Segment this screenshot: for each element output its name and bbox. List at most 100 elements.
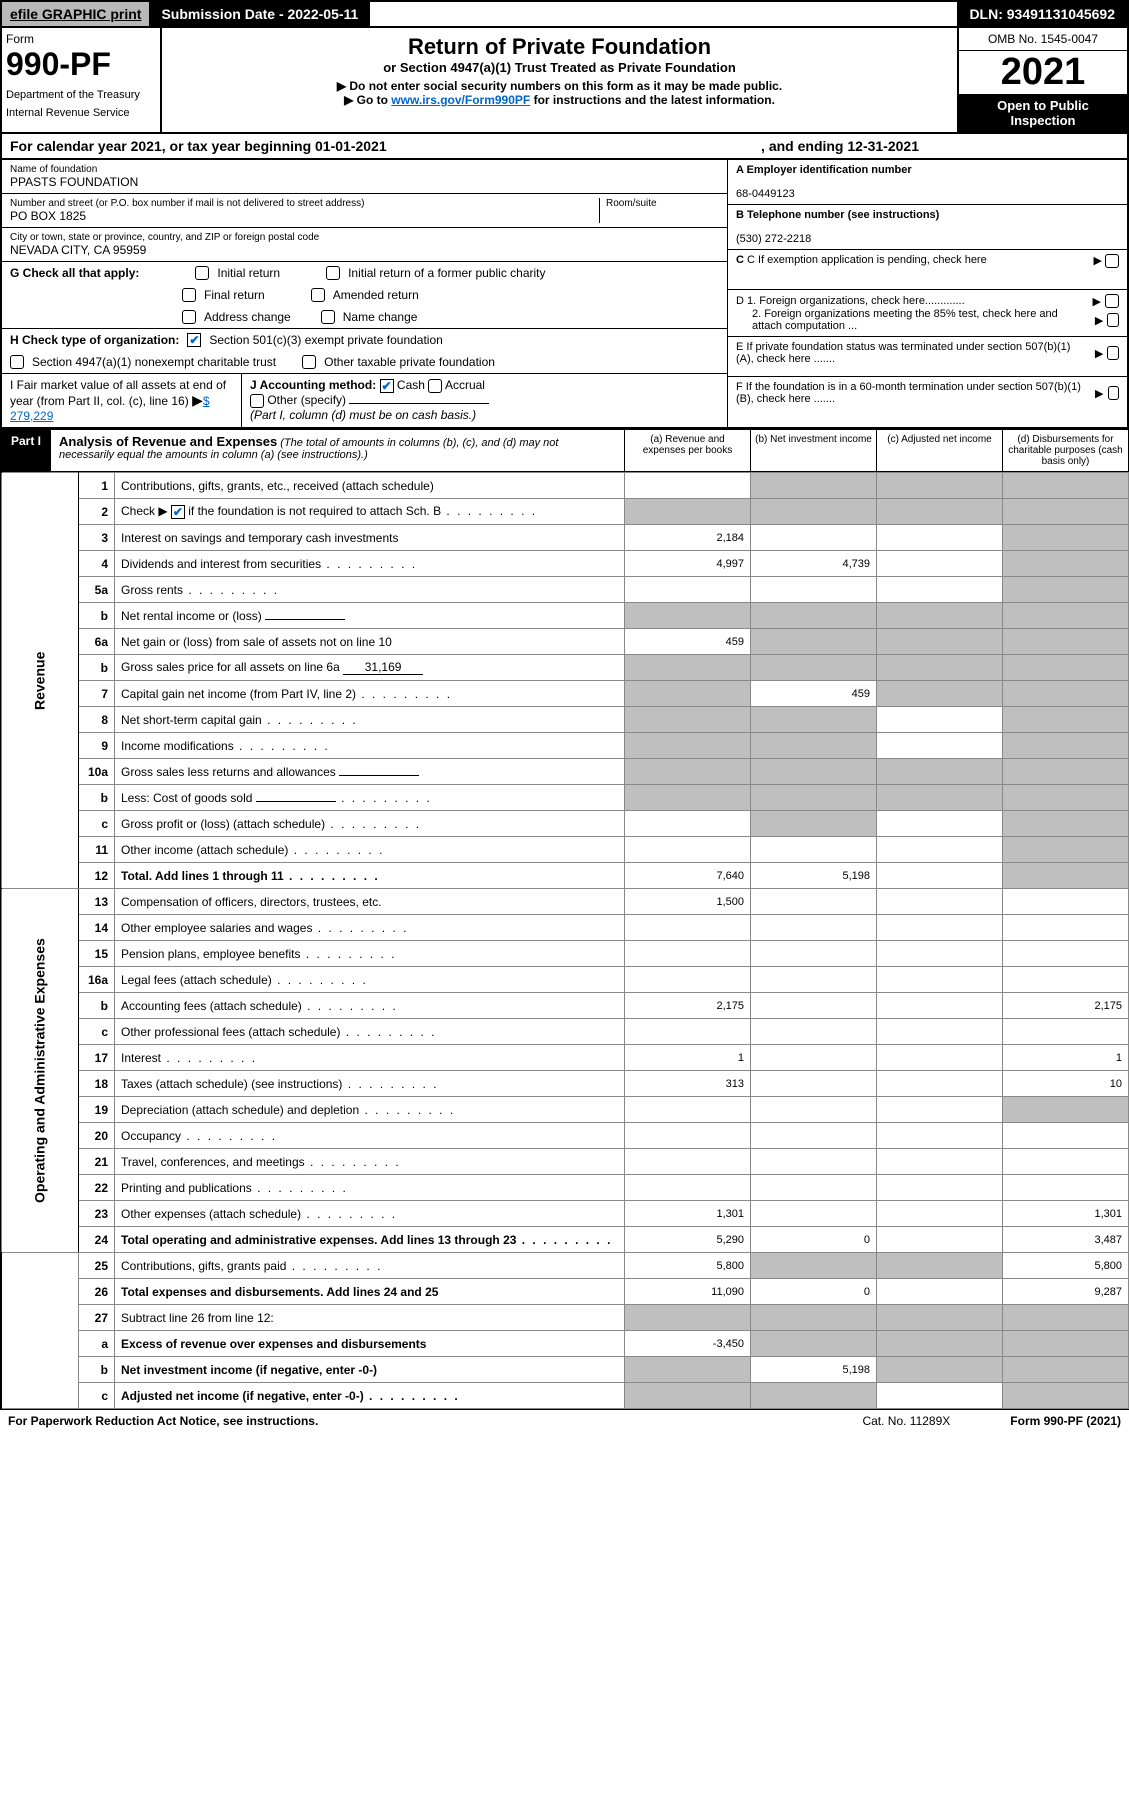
ein-cell: A Employer identification number 68-0449… <box>728 160 1127 205</box>
table-row: 15Pension plans, employee benefits <box>1 941 1129 967</box>
form-ref: Form 990-PF (2021) <box>1010 1414 1121 1428</box>
instr-1: ▶ Do not enter social security numbers o… <box>168 79 951 93</box>
cb-d2[interactable] <box>1107 313 1119 327</box>
city-cell: City or town, state or province, country… <box>2 228 727 262</box>
efile-link[interactable]: efile GRAPHIC print <box>2 2 149 26</box>
g-row2: Final return Amended return <box>2 284 727 306</box>
cb-other-tax[interactable] <box>302 355 316 369</box>
cb-amended[interactable] <box>311 288 325 302</box>
open-to-public: Open to Public Inspection <box>959 94 1127 132</box>
irs: Internal Revenue Service <box>6 107 156 119</box>
col-a: (a) Revenue and expenses per books <box>624 430 750 471</box>
header-mid: Return of Private Foundation or Section … <box>162 28 957 132</box>
ij-row: I Fair market value of all assets at end… <box>2 374 727 427</box>
form-title: Return of Private Foundation <box>168 34 951 60</box>
side-expenses: Operating and Administrative Expenses <box>1 889 79 1253</box>
form-header: Form 990-PF Department of the Treasury I… <box>0 28 1129 134</box>
top-bar: efile GRAPHIC print Submission Date - 20… <box>0 0 1129 28</box>
cb-final[interactable] <box>182 288 196 302</box>
col-c: (c) Adjusted net income <box>876 430 1002 471</box>
table-row: cAdjusted net income (if negative, enter… <box>1 1383 1129 1409</box>
instr-2: ▶ Go to www.irs.gov/Form990PF for instru… <box>168 93 951 107</box>
cb-501c3[interactable]: ✔ <box>187 333 201 347</box>
table-row: 4Dividends and interest from securities4… <box>1 551 1129 577</box>
table-row: 8Net short-term capital gain <box>1 707 1129 733</box>
cb-other-acct[interactable] <box>250 394 264 408</box>
d-cell: D 1. Foreign organizations, check here..… <box>728 290 1127 337</box>
col-b: (b) Net investment income <box>750 430 876 471</box>
cal-year-b: , and ending 12-31-2021 <box>761 138 919 154</box>
table-row: 16aLegal fees (attach schedule) <box>1 967 1129 993</box>
table-row: 20Occupancy <box>1 1123 1129 1149</box>
table-row: Revenue 1Contributions, gifts, grants, e… <box>1 473 1129 499</box>
tax-year: 2021 <box>959 51 1127 94</box>
form-label: Form <box>6 32 156 46</box>
cb-4947[interactable] <box>10 355 24 369</box>
table-row: bNet rental income or (loss) <box>1 603 1129 629</box>
table-row: 17Interest11 <box>1 1045 1129 1071</box>
cb-c[interactable] <box>1105 254 1119 268</box>
h-row2: Section 4947(a)(1) nonexempt charitable … <box>2 351 727 374</box>
header-right: OMB No. 1545-0047 2021 Open to Public In… <box>957 28 1127 132</box>
calendar-year-row: For calendar year 2021, or tax year begi… <box>0 134 1129 160</box>
cb-name[interactable] <box>321 310 335 324</box>
table-row: 21Travel, conferences, and meetings <box>1 1149 1129 1175</box>
table-row: 19Depreciation (attach schedule) and dep… <box>1 1097 1129 1123</box>
table-row: bAccounting fees (attach schedule)2,1752… <box>1 993 1129 1019</box>
table-row: bGross sales price for all assets on lin… <box>1 655 1129 681</box>
info-right: A Employer identification number 68-0449… <box>727 160 1127 427</box>
table-row: 2Check ▶ ✔ if the foundation is not requ… <box>1 499 1129 525</box>
c-cell: C C If exemption application is pending,… <box>728 250 1127 290</box>
g-row: G Check all that apply: Initial return I… <box>2 262 727 284</box>
cal-year-a: For calendar year 2021, or tax year begi… <box>10 138 387 154</box>
cb-initial[interactable] <box>195 266 209 280</box>
part1-header: Part I Analysis of Revenue and Expenses … <box>0 429 1129 472</box>
table-row: 5aGross rents <box>1 577 1129 603</box>
info-grid: Name of foundation PPASTS FOUNDATION Num… <box>0 160 1129 429</box>
table-row: 12Total. Add lines 1 through 117,6405,19… <box>1 863 1129 889</box>
cb-initial-former[interactable] <box>326 266 340 280</box>
cb-address[interactable] <box>182 310 196 324</box>
side-revenue: Revenue <box>1 473 79 889</box>
table-row: Operating and Administrative Expenses 13… <box>1 889 1129 915</box>
footer: For Paperwork Reduction Act Notice, see … <box>0 1409 1129 1432</box>
e-cell: E If private foundation status was termi… <box>728 337 1127 377</box>
cb-schb[interactable]: ✔ <box>171 505 185 519</box>
table-row: aExcess of revenue over expenses and dis… <box>1 1331 1129 1357</box>
cb-d1[interactable] <box>1105 294 1119 308</box>
table-row: 24Total operating and administrative exp… <box>1 1227 1129 1253</box>
form990pf-link[interactable]: www.irs.gov/Form990PF <box>391 93 530 107</box>
table-row: cGross profit or (loss) (attach schedule… <box>1 811 1129 837</box>
table-row: 7Capital gain net income (from Part IV, … <box>1 681 1129 707</box>
dept-treasury: Department of the Treasury <box>6 89 156 101</box>
h-row: H Check type of organization: ✔Section 5… <box>2 329 727 351</box>
table-row: 23Other expenses (attach schedule)1,3011… <box>1 1201 1129 1227</box>
table-row: 27Subtract line 26 from line 12: <box>1 1305 1129 1331</box>
name-cell: Name of foundation PPASTS FOUNDATION <box>2 160 727 194</box>
table-row: 11Other income (attach schedule) <box>1 837 1129 863</box>
g-row3: Address change Name change <box>2 306 727 329</box>
dln: DLN: 93491131045692 <box>957 2 1127 26</box>
phone-cell: B Telephone number (see instructions) (5… <box>728 205 1127 250</box>
table-row: 3Interest on savings and temporary cash … <box>1 525 1129 551</box>
submission-date: Submission Date - 2022-05-11 <box>149 2 370 26</box>
part1-label: Part I <box>1 430 51 471</box>
main-table: Revenue 1Contributions, gifts, grants, e… <box>0 472 1129 1409</box>
cb-cash[interactable]: ✔ <box>380 379 394 393</box>
col-d: (d) Disbursements for charitable purpose… <box>1002 430 1128 471</box>
table-row: 26Total expenses and disbursements. Add … <box>1 1279 1129 1305</box>
table-row: 9Income modifications <box>1 733 1129 759</box>
form-number: 990-PF <box>6 46 156 83</box>
cat-no: Cat. No. 11289X <box>862 1414 950 1428</box>
cb-e[interactable] <box>1107 346 1119 360</box>
table-row: cOther professional fees (attach schedul… <box>1 1019 1129 1045</box>
form-subtitle: or Section 4947(a)(1) Trust Treated as P… <box>168 60 951 75</box>
cb-f[interactable] <box>1108 386 1119 400</box>
addr-cell: Number and street (or P.O. box number if… <box>2 194 727 228</box>
table-row: bNet investment income (if negative, ent… <box>1 1357 1129 1383</box>
table-row: 22Printing and publications <box>1 1175 1129 1201</box>
table-row: 18Taxes (attach schedule) (see instructi… <box>1 1071 1129 1097</box>
omb-no: OMB No. 1545-0047 <box>959 28 1127 51</box>
cb-accrual[interactable] <box>428 379 442 393</box>
pra-notice: For Paperwork Reduction Act Notice, see … <box>8 1414 318 1428</box>
